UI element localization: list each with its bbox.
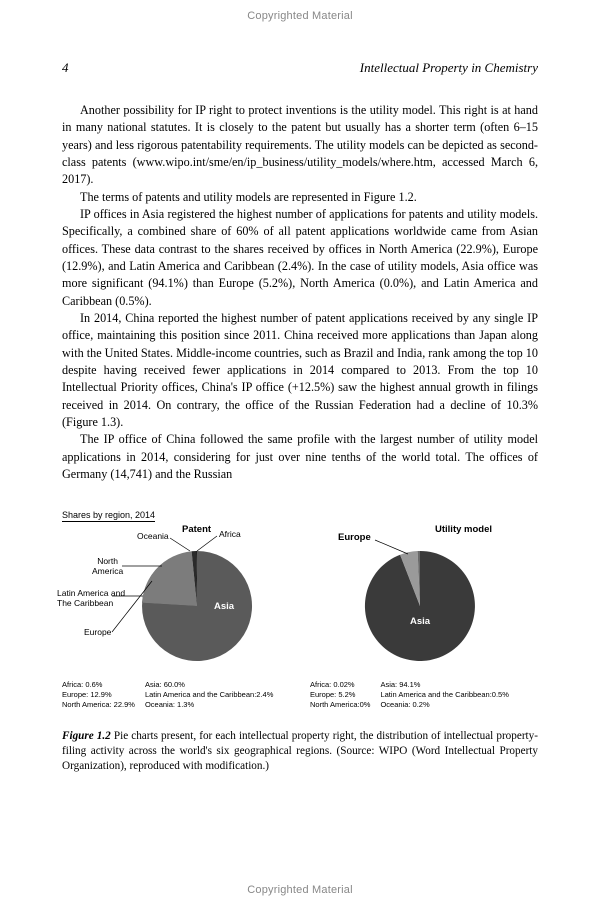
legend-item: Europe: 12.9% <box>62 690 135 700</box>
utility-pie-wrap: Utility model Europe Asia <box>310 526 538 676</box>
figure-title: Shares by region, 2014 <box>62 510 155 522</box>
watermark-top: Copyrighted Material <box>0 10 600 22</box>
body-text: Another possibility for IP right to prot… <box>62 102 538 483</box>
patent-chart: Patent Africa Oceania NorthAmerica Latin… <box>62 526 290 710</box>
legend-item: Oceania: 1.3% <box>145 700 273 710</box>
paragraph: IP offices in Asia registered the highes… <box>62 206 538 310</box>
utility-title-label: Utility model <box>435 524 492 535</box>
utility-pie-svg <box>310 526 530 676</box>
running-title: Intellectual Property in Chemistry <box>360 60 538 76</box>
legend-item: Africa: 0.6% <box>62 680 135 690</box>
figure-block: Shares by region, 2014 <box>62 505 538 774</box>
page-content: 4 Intellectual Property in Chemistry Ano… <box>0 0 600 824</box>
utility-chart: Utility model Europe Asia Africa: 0.02% … <box>310 526 538 710</box>
page-header: 4 Intellectual Property in Chemistry <box>62 60 538 76</box>
slice-label-europe: Europe <box>84 627 111 637</box>
slice-label-latam: Latin America andThe Caribbean <box>57 588 127 608</box>
legend-col: Asia: 60.0% Latin America and the Caribb… <box>145 680 273 710</box>
paragraph: Another possibility for IP right to prot… <box>62 102 538 189</box>
page-number: 4 <box>62 60 69 76</box>
legend-item: North America:0% <box>310 700 370 710</box>
slice-label-asia-u: Asia <box>410 616 430 627</box>
slice-label-asia: Asia <box>214 601 234 612</box>
slice-label-africa: Africa <box>219 529 241 539</box>
figure-label: Figure 1.2 <box>62 730 111 742</box>
legend-item: Latin America and the Caribbean:2.4% <box>145 690 273 700</box>
paragraph: The IP office of China followed the same… <box>62 431 538 483</box>
paragraph: In 2014, China reported the highest numb… <box>62 310 538 431</box>
legend-item: Africa: 0.02% <box>310 680 370 690</box>
patent-title-label: Patent <box>182 524 211 535</box>
utility-legend: Africa: 0.02% Europe: 5.2% North America… <box>310 680 538 710</box>
charts-row: Patent Africa Oceania NorthAmerica Latin… <box>62 526 538 710</box>
legend-item: Latin America and the Caribbean:0.5% <box>380 690 508 700</box>
slice-label-oceania: Oceania <box>137 531 169 541</box>
slice-label-europe-u: Europe <box>338 532 371 543</box>
watermark-bottom: Copyrighted Material <box>0 884 600 896</box>
patent-legend: Africa: 0.6% Europe: 12.9% North America… <box>62 680 290 710</box>
legend-item: Asia: 94.1% <box>380 680 508 690</box>
legend-item: Oceania: 0.2% <box>380 700 508 710</box>
caption-text: Pie charts present, for each intellectua… <box>62 730 538 772</box>
legend-item: North America: 22.9% <box>62 700 135 710</box>
legend-item: Asia: 60.0% <box>145 680 273 690</box>
patent-pie-wrap: Patent Africa Oceania NorthAmerica Latin… <box>62 526 290 676</box>
legend-col: Africa: 0.02% Europe: 5.2% North America… <box>310 680 370 710</box>
figure-caption: Figure 1.2 Pie charts present, for each … <box>62 729 538 774</box>
paragraph: The terms of patents and utility models … <box>62 189 538 206</box>
slice-label-na: NorthAmerica <box>92 556 123 576</box>
legend-col: Asia: 94.1% Latin America and the Caribb… <box>380 680 508 710</box>
legend-col: Africa: 0.6% Europe: 12.9% North America… <box>62 680 135 710</box>
legend-item: Europe: 5.2% <box>310 690 370 700</box>
